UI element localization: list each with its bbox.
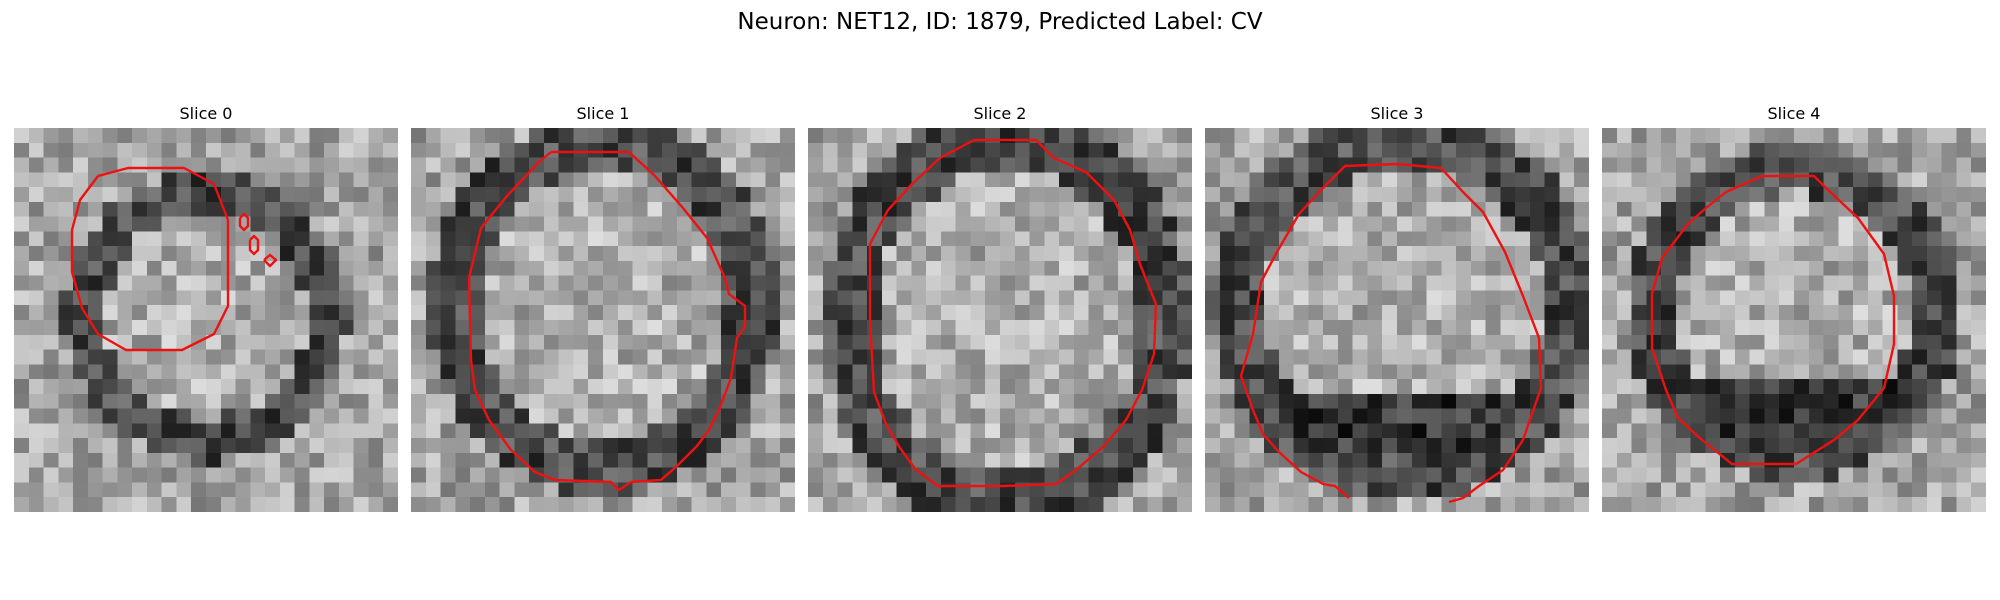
- grayscale-slice-image: [411, 128, 795, 512]
- slice-title: Slice 0: [179, 104, 233, 123]
- grayscale-slice-image: [808, 128, 1192, 512]
- slice-image: [14, 128, 398, 512]
- slice-panel-2: Slice 2: [808, 104, 1192, 512]
- slice-title: Slice 1: [576, 104, 630, 123]
- slice-panel-3: Slice 3: [1205, 104, 1589, 512]
- slice-image: [411, 128, 795, 512]
- segmentation-contour: [467, 150, 747, 492]
- slice-image: [1205, 128, 1589, 512]
- segmentation-contour: [868, 138, 1158, 488]
- figure-title: Neuron: NET12, ID: 1879, Predicted Label…: [737, 9, 1263, 35]
- slice-title: Slice 2: [973, 104, 1027, 123]
- segmentation-contour: [1239, 162, 1543, 504]
- slice-image: [808, 128, 1192, 512]
- slice-panel-1: Slice 1: [411, 104, 795, 512]
- slice-panel-4: Slice 4: [1602, 104, 1986, 512]
- slice-title: Slice 4: [1767, 104, 1821, 123]
- grayscale-slice-image: [1205, 128, 1589, 512]
- slice-title: Slice 3: [1370, 104, 1424, 123]
- grayscale-slice-image: [1602, 128, 1986, 512]
- segmentation-contour: [70, 166, 278, 352]
- segmentation-contour: [1650, 174, 1896, 466]
- slice-image: [1602, 128, 1986, 512]
- grayscale-slice-image: [14, 128, 398, 512]
- slice-panel-0: Slice 0: [14, 104, 398, 512]
